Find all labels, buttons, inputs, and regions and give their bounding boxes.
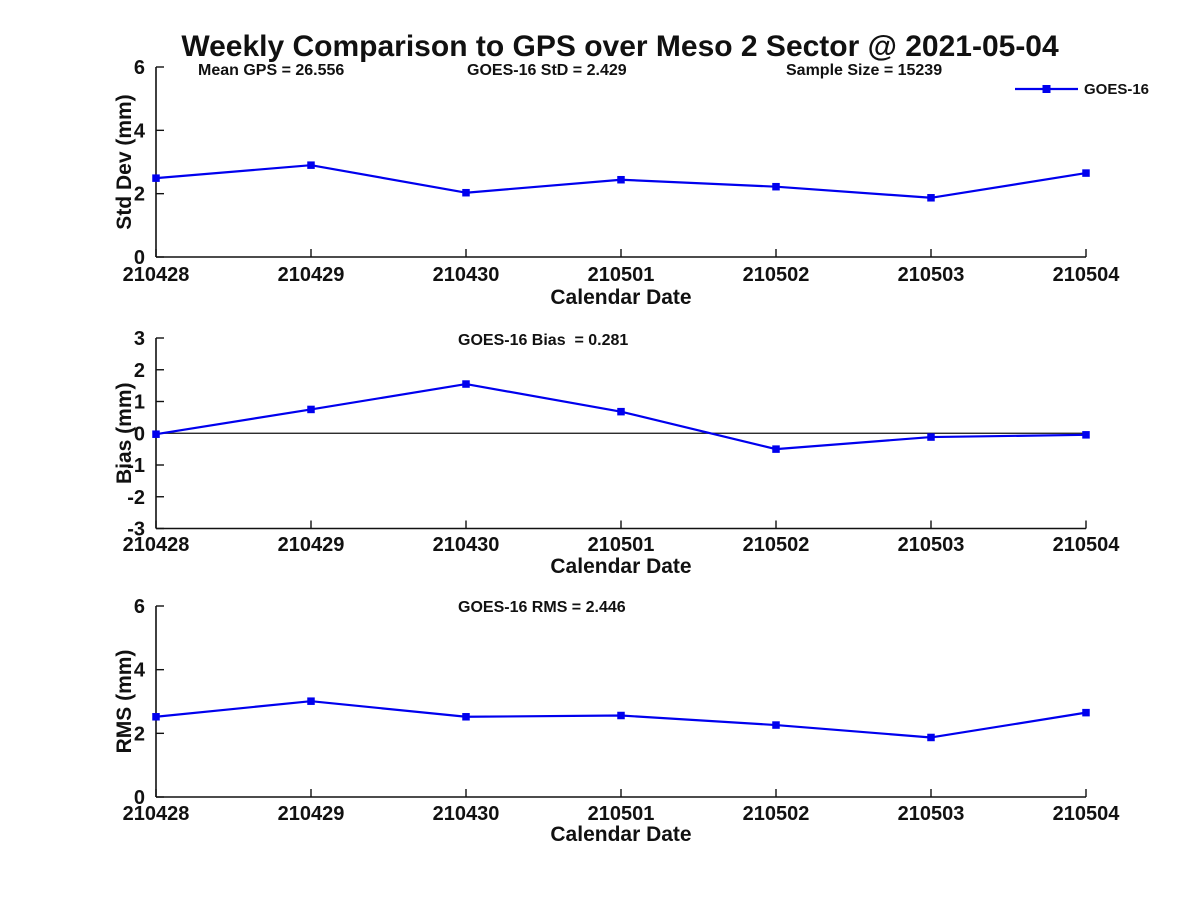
y-tick-label: 4 (134, 660, 146, 682)
x-tick-label: 210429 (278, 534, 345, 556)
annotation-std-dev-2: Sample Size = 15239 (786, 62, 942, 79)
x-tick-label: 210504 (1053, 803, 1121, 825)
y-tick-label: 0 (134, 787, 145, 809)
data-marker (772, 182, 780, 191)
data-marker (1082, 431, 1090, 439)
x-tick-label: 210428 (123, 264, 190, 286)
x-axis-label: Calendar Date (550, 555, 691, 578)
y-tick-label: 2 (134, 723, 145, 745)
x-tick-label: 210430 (433, 803, 500, 825)
y-tick-label: 3 (134, 328, 145, 350)
annotation-bias-0: GOES-16 Bias = 0.281 (458, 332, 628, 349)
x-tick-label: 210430 (433, 264, 500, 286)
x-tick-label: 210428 (123, 534, 190, 556)
y-tick-label: 1 (134, 392, 145, 414)
legend-marker (1042, 85, 1051, 93)
data-marker (462, 380, 470, 388)
annotation-std-dev-0: Mean GPS = 26.556 (198, 62, 344, 79)
x-tick-label: 210429 (278, 803, 345, 825)
x-tick-label: 210503 (898, 264, 965, 286)
y-tick-label: 6 (134, 57, 145, 79)
data-marker (927, 433, 935, 441)
x-tick-label: 210430 (433, 534, 500, 556)
data-marker (152, 713, 160, 721)
y-tick-label: 6 (134, 596, 145, 618)
x-tick-label: 210428 (123, 803, 190, 825)
y-tick-label: 4 (134, 120, 146, 142)
y-tick-label: 0 (134, 423, 145, 445)
y-tick-label: 2 (134, 360, 145, 382)
x-axis-label: Calendar Date (550, 286, 691, 309)
x-tick-label: 210502 (743, 803, 810, 825)
x-tick-label: 210504 (1053, 534, 1121, 556)
annotation-rms-0: GOES-16 RMS = 2.446 (458, 599, 626, 616)
x-tick-label: 210501 (588, 264, 655, 286)
data-marker (617, 407, 625, 416)
y-axis-label: Bias (mm) (113, 382, 136, 484)
x-tick-label: 210503 (898, 534, 965, 556)
subplot-rms: 0 2 4 6 210428 210429 210430 210501 210502 210503… (113, 596, 1120, 846)
data-marker (152, 430, 160, 438)
y-tick-label: -2 (127, 487, 145, 509)
data-marker (772, 445, 780, 453)
legend-label: GOES-16 (1084, 81, 1149, 98)
y-axis-label: RMS (mm) (113, 650, 136, 754)
x-tick-label: 210504 (1053, 264, 1121, 286)
x-tick-label: 210502 (743, 534, 810, 556)
x-tick-label: 210501 (588, 803, 655, 825)
y-tick-label: 2 (134, 184, 145, 206)
data-marker (462, 713, 470, 721)
data-marker (927, 194, 935, 202)
data-marker (307, 405, 315, 414)
data-marker (1082, 169, 1090, 177)
annotation-std-dev-1: GOES-16 StD = 2.429 (467, 62, 627, 79)
data-marker (617, 175, 625, 184)
subplot-std-dev: 0 2 4 6 210428 210429 210430 210501 210502 210503… (113, 57, 1149, 309)
legend: GOES-16 (1015, 81, 1149, 98)
y-tick-label: -3 (127, 519, 145, 541)
data-marker (307, 697, 315, 705)
y-tick-label: -1 (127, 455, 145, 477)
data-marker (152, 174, 160, 182)
x-tick-label: 210502 (743, 264, 810, 286)
data-marker (772, 721, 780, 729)
x-tick-label: 210501 (588, 534, 655, 556)
x-axis-label: Calendar Date (550, 823, 691, 846)
subplot-bias: -3 -2 -1 0 1 2 3 210428 210429 210430 210501 210502… (113, 328, 1120, 578)
y-axis-label: Std Dev (mm) (113, 94, 136, 229)
data-marker (617, 711, 625, 720)
data-marker (307, 161, 315, 169)
y-tick-label: 0 (134, 247, 145, 269)
chart-title: Weekly Comparison to GPS over Meso 2 Sec… (181, 30, 1059, 63)
data-marker (927, 733, 935, 742)
data-marker (462, 188, 470, 197)
x-tick-label: 210503 (898, 803, 965, 825)
series-line-GOES-16 (155, 382, 1087, 451)
x-tick-label: 210429 (278, 264, 345, 286)
data-marker (1082, 708, 1090, 717)
series-line-GOES-16 (155, 700, 1087, 739)
